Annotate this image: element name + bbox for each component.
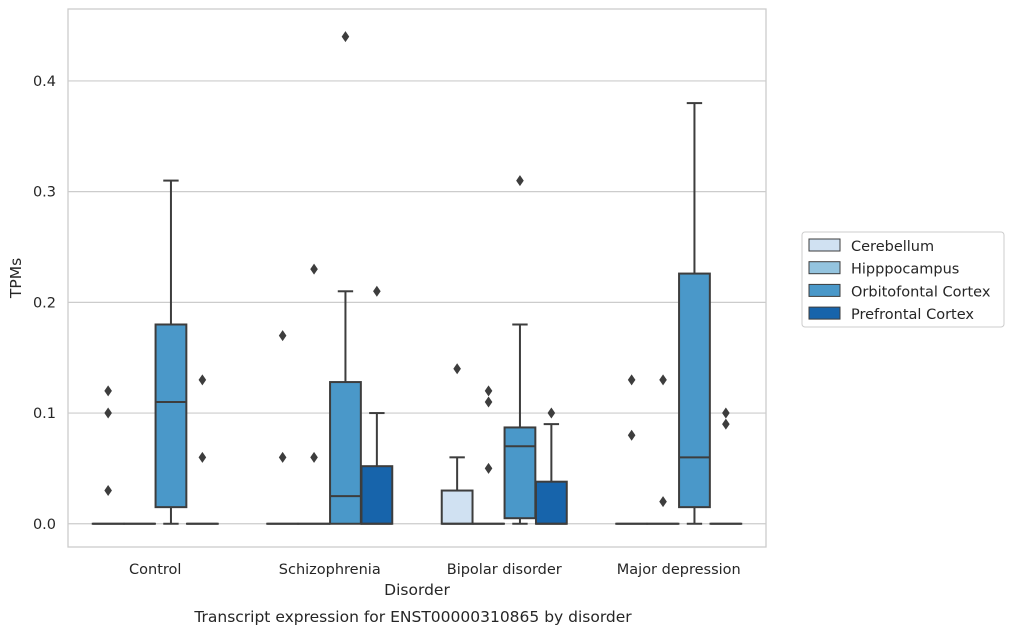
legend-swatch [808,238,841,252]
outlier-point [722,418,730,430]
box-group [154,179,188,525]
box-group [503,175,537,525]
outlier-point [484,396,493,408]
box-body [154,323,188,509]
outlier-point [659,496,667,508]
box-group [709,407,743,525]
y-tick-label: 0.0 [33,517,56,533]
chart-legend: Cerebellum Hipppocampus Orbitofontal Corte… [801,231,1005,328]
legend-entry-label: Prefrontal Cortex [851,307,974,323]
outlier-point [484,385,493,397]
outlier-point [278,330,287,342]
outlier-point [453,363,461,375]
y-axis-label: TPMs [7,258,25,299]
x-tick-label: Bipolar disorder [447,562,562,578]
outlier-point [547,407,556,419]
box-plot-marks [91,31,743,525]
outlier-point [278,451,287,463]
x-axis-label: Disorder [384,581,450,599]
outlier-point [104,485,112,497]
outlier-point [198,451,207,463]
x-tick-label: Major depression [617,562,741,578]
legend-swatch [808,283,841,297]
box-group [91,385,125,525]
outlier-point [627,429,636,441]
outlier-point [104,407,112,419]
legend-swatch [808,261,841,275]
outlier-point [373,285,381,297]
box-group [440,363,474,525]
legend-swatch [808,306,841,320]
box-body [678,272,711,509]
box-body [360,465,394,525]
box-group [329,31,362,525]
box-group [266,330,300,525]
outlier-point [722,407,730,419]
y-tick-label: 0.2 [33,295,56,311]
outlier-point [104,385,112,397]
box-group [360,285,394,525]
box-group [615,374,649,525]
y-tick-label: 0.4 [33,74,56,90]
y-tick-label: 0.3 [33,185,56,201]
y-tick-label: 0.1 [33,406,56,422]
outlier-point [659,374,667,386]
x-tick-label: Schizophrenia [279,562,381,578]
outlier-point [627,374,636,386]
box-body [440,489,474,525]
outlier-point [310,451,318,463]
box-group [646,374,680,525]
outlier-point [341,31,350,43]
legend-entry-label: Orbitofontal Cortex [851,284,991,300]
box-group [472,385,505,525]
outlier-point [198,374,207,386]
box-group [678,102,711,525]
box-group [534,407,568,525]
legend-entry-label: Cerebellum [851,239,934,255]
legend-frame [801,231,1005,328]
x-tick-label: Control [129,562,181,578]
box-group [185,374,219,525]
chart-caption: Transcript expression for ENST0000031086… [193,608,632,626]
plot-area-frame [67,8,767,548]
y-axis-ticks: 0.0 0.1 0.2 0.3 0.4 [33,74,56,533]
outlier-point [516,175,524,187]
legend-entry-label: Hipppocampus [851,262,959,278]
box-body [329,381,362,525]
outlier-point [310,263,318,275]
box-body [534,480,568,525]
box-body [503,426,537,520]
x-axis-ticks: Control Schizophrenia Bipolar disorder Majo… [129,562,741,578]
outlier-point [484,462,493,474]
